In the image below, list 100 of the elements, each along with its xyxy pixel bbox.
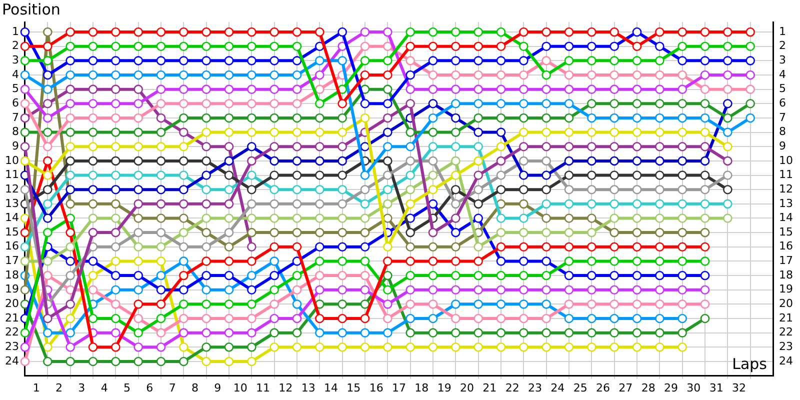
- point: [564, 300, 574, 309]
- point: [519, 113, 528, 123]
- point: [587, 300, 596, 309]
- point: [338, 214, 347, 223]
- point: [406, 184, 415, 194]
- point: [88, 98, 98, 108]
- point: [111, 56, 120, 66]
- point: [406, 242, 415, 252]
- point: [610, 27, 619, 37]
- point: [655, 170, 664, 180]
- point: [179, 270, 188, 280]
- point: [678, 170, 687, 180]
- point: [202, 199, 211, 209]
- point: [632, 156, 642, 166]
- point: [338, 156, 347, 166]
- point: [564, 128, 574, 137]
- point: [202, 285, 211, 295]
- point: [43, 70, 52, 80]
- point: [406, 84, 415, 94]
- point: [496, 328, 506, 338]
- point: [542, 56, 551, 66]
- y2-tick-label: 15: [779, 225, 794, 238]
- y2-tick-label: 7: [779, 110, 786, 124]
- x-tick-label: 12: [278, 381, 293, 394]
- point: [270, 42, 279, 51]
- point: [519, 342, 528, 352]
- y-tick-label: 22: [4, 326, 19, 339]
- point: [610, 170, 619, 180]
- point: [66, 98, 75, 108]
- point: [338, 328, 347, 338]
- point: [610, 242, 619, 252]
- x-tick-label: 17: [392, 381, 406, 394]
- y2-tick-label: 4: [779, 68, 786, 81]
- point: [247, 98, 256, 108]
- point: [270, 342, 279, 352]
- point: [43, 42, 52, 51]
- point: [610, 314, 619, 324]
- y2-tick-label: 16: [779, 240, 794, 253]
- point: [474, 199, 483, 209]
- point: [383, 270, 392, 280]
- point: [542, 314, 551, 324]
- point: [270, 170, 279, 180]
- point: [564, 328, 574, 338]
- point: [700, 256, 710, 266]
- point: [43, 98, 52, 108]
- point: [587, 27, 596, 37]
- point: [632, 142, 642, 152]
- point: [678, 328, 687, 338]
- x-tick-label: 11: [256, 381, 270, 394]
- point: [451, 270, 460, 280]
- y-tick-label: 5: [12, 82, 19, 96]
- point: [542, 214, 551, 223]
- point: [746, 70, 755, 80]
- point: [202, 27, 211, 37]
- point: [496, 285, 506, 295]
- point: [292, 199, 302, 209]
- point: [746, 56, 755, 66]
- point: [564, 228, 574, 238]
- point: [134, 128, 143, 137]
- point: [474, 113, 483, 123]
- point: [66, 184, 75, 194]
- point: [292, 98, 302, 108]
- point: [360, 256, 370, 266]
- y-tick-label: 2: [12, 39, 19, 52]
- point: [224, 42, 234, 51]
- point: [66, 242, 75, 252]
- point: [564, 242, 574, 252]
- point: [632, 128, 642, 137]
- x-tick-label: 6: [146, 381, 154, 394]
- point: [179, 98, 188, 108]
- point: [360, 199, 370, 209]
- point: [428, 342, 438, 352]
- point: [88, 342, 98, 352]
- point: [383, 56, 392, 66]
- y-tick-label: 23: [4, 340, 19, 354]
- point: [406, 270, 415, 280]
- point: [700, 199, 710, 209]
- point: [224, 228, 234, 238]
- point: [587, 199, 596, 209]
- point: [88, 256, 98, 266]
- point: [700, 184, 710, 194]
- point: [723, 70, 732, 80]
- point: [496, 70, 506, 80]
- point: [66, 113, 75, 123]
- point: [428, 256, 438, 266]
- point: [383, 285, 392, 295]
- point: [632, 270, 642, 280]
- point: [315, 256, 324, 266]
- point: [383, 199, 392, 209]
- point: [700, 70, 710, 80]
- x-tick-label: 18: [414, 381, 429, 394]
- x-tick-label: 15: [346, 381, 361, 394]
- y-tick-label: 10: [4, 154, 19, 167]
- point: [519, 328, 528, 338]
- point: [360, 285, 370, 295]
- point: [474, 270, 483, 280]
- point: [406, 98, 415, 108]
- point: [655, 256, 664, 266]
- point: [292, 285, 302, 295]
- point: [451, 300, 460, 309]
